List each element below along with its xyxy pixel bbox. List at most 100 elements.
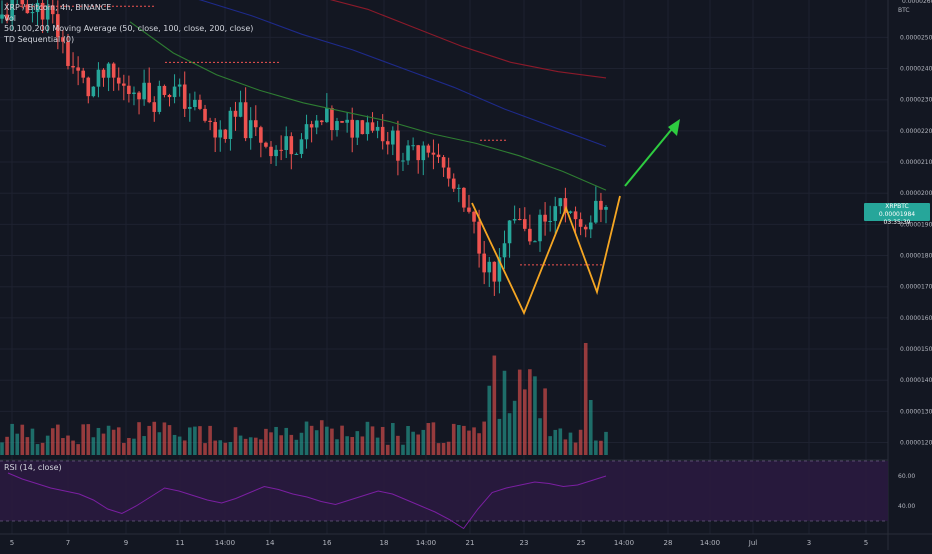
candle-body [229, 111, 233, 139]
candle-body [345, 120, 349, 123]
volume-bar [168, 425, 172, 455]
candle-body [310, 124, 314, 127]
price-axis-unit: BTC [898, 7, 910, 14]
td-label[interactable]: TD Sequential (0) [4, 35, 253, 46]
volume-bar [508, 413, 512, 455]
volume-bar [599, 441, 603, 455]
candle-body [350, 120, 354, 138]
volume-bar [193, 427, 197, 455]
time-axis-label: 7 [66, 539, 70, 547]
volume-bar [493, 356, 497, 455]
ma-label[interactable]: 50,100,200 Moving Average (50, close, 10… [4, 24, 253, 35]
candle-body [487, 262, 491, 273]
candle-body [528, 229, 532, 242]
volume-bar [594, 440, 598, 455]
candle-body [361, 120, 365, 134]
volume-bar [350, 437, 354, 455]
volume-bar [467, 431, 471, 455]
last-price-badge: XRPBTC 0.00001984 03:35:39 [864, 203, 930, 221]
rsi-label[interactable]: RSI (14, close) [4, 463, 62, 472]
volume-bar [335, 439, 339, 455]
candle-body [599, 201, 603, 210]
volume-bar [76, 444, 80, 455]
volume-bar [274, 427, 278, 455]
volume-bar [208, 426, 212, 455]
candle-body [376, 127, 380, 131]
time-axis-label: 3 [807, 539, 811, 547]
price-axis-tick: 0.00001200 [900, 440, 932, 447]
volume-bar [548, 436, 552, 455]
volume-bar [538, 418, 542, 455]
candle-body [604, 207, 608, 210]
volume-bar [391, 423, 395, 455]
vol-label[interactable]: Vol [4, 14, 253, 25]
candle-body [340, 121, 344, 123]
candle-body [533, 241, 537, 242]
candle-body [589, 223, 593, 230]
candle-body [122, 84, 126, 86]
candle-body [538, 215, 542, 241]
candle-body [513, 219, 517, 220]
volume-bar [381, 427, 385, 455]
volume-bar [147, 426, 151, 455]
candle-body [508, 220, 512, 243]
volume-bar [173, 435, 177, 455]
symbol-label[interactable]: XRP / Bitcoin, 4h, BINANCE [4, 3, 253, 14]
volume-bar [213, 441, 217, 455]
candle-body [432, 153, 436, 155]
volume-bar [279, 435, 283, 455]
time-axis-label: 14:00 [700, 539, 720, 547]
volume-bar [498, 419, 502, 455]
candle-body [295, 154, 299, 155]
time-axis-label: 23 [520, 539, 529, 547]
badge-price: 0.00001984 [864, 211, 930, 219]
candle-body [269, 147, 273, 156]
volume-bar [188, 427, 192, 455]
candle-body [259, 127, 263, 142]
candle-body [152, 102, 156, 112]
badge-symbol: XRPBTC [864, 203, 930, 211]
volume-bar [533, 376, 537, 455]
volume-bar [244, 439, 248, 455]
volume-bar [86, 424, 90, 455]
candle-body [112, 64, 116, 78]
volume-bar [284, 428, 288, 455]
candle-body [325, 108, 329, 122]
volume-bar [447, 442, 451, 455]
candle-body [584, 227, 588, 230]
volume-bar [330, 429, 334, 455]
volume-bar [81, 424, 85, 455]
rsi-axis-tick: 60.00 [898, 473, 915, 480]
volume-bar [178, 437, 182, 455]
candle-body [290, 136, 294, 154]
volume-bar [142, 436, 146, 455]
candle-body [548, 221, 552, 222]
volume-bar [269, 432, 273, 455]
volume-bar [41, 443, 45, 455]
candle-body [330, 108, 334, 130]
volume-bar [132, 439, 136, 455]
candle-body [203, 109, 207, 121]
volume-bar [305, 422, 309, 455]
candle-body [569, 211, 573, 212]
volume-bar [345, 436, 349, 455]
volume-bar [477, 433, 481, 455]
volume-bar [355, 431, 359, 455]
legend: XRP / Bitcoin, 4h, BINANCE Vol 50,100,20… [4, 3, 253, 45]
volume-bar [523, 389, 527, 455]
volume-bar [371, 426, 375, 455]
arrow-head [668, 119, 680, 136]
candle-body [355, 120, 359, 137]
candle-body [234, 111, 238, 117]
candle-body [213, 122, 217, 138]
candle-body [574, 211, 578, 219]
candle-body [467, 208, 471, 212]
time-axis-label: 5 [10, 539, 14, 547]
